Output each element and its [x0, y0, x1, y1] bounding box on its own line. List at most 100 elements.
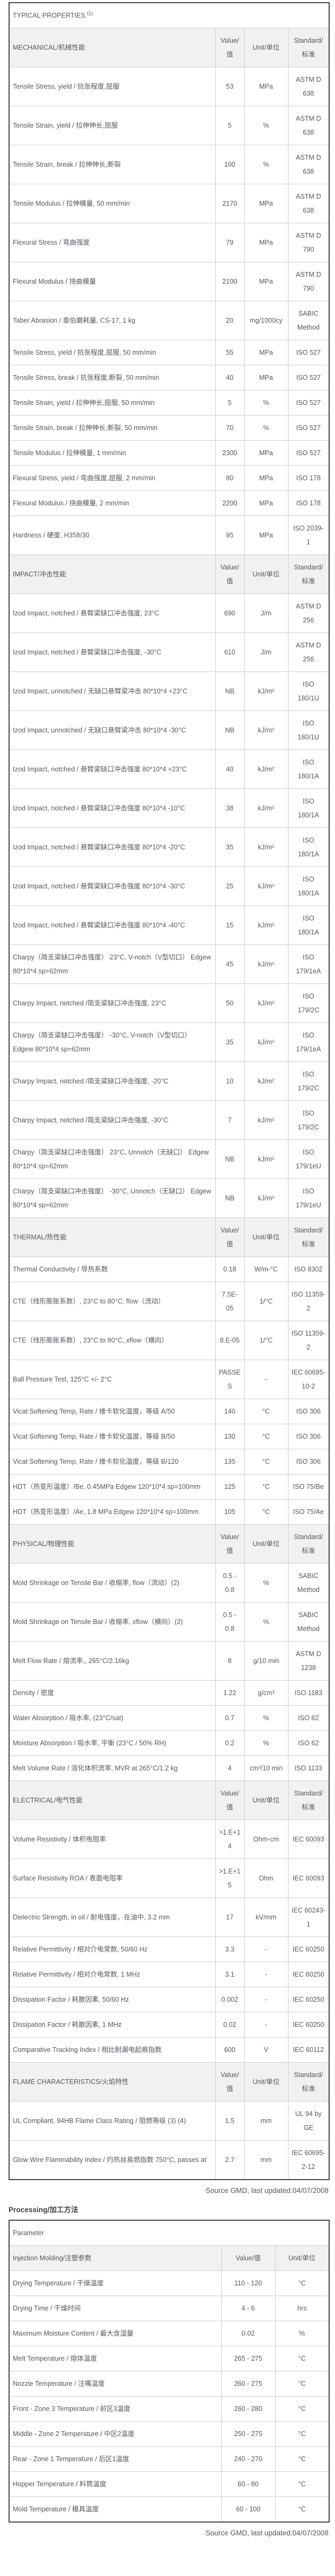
value-cell: 3.1: [215, 1962, 245, 1987]
value-cell: NB: [215, 1139, 245, 1179]
section-header-row: THERMAL/热性能 Value/值 Unit/单位 Standard/标准: [9, 1217, 330, 1257]
value-cell: 0.02: [215, 2012, 245, 2038]
standard-cell: ASTM D 638: [287, 106, 330, 145]
standard-cell: ISO 179/2C: [287, 1100, 330, 1140]
standard-cell: ISO 180/1A: [287, 828, 330, 867]
unit-cell: g/10 min: [244, 1641, 289, 1681]
property-cell: CTE（线形膨胀系数）, 23°C to 80°C, xflow（横向）: [9, 1321, 216, 1360]
unit-cell: kJ/m²: [244, 672, 289, 711]
unit-cell: 1/°C: [244, 1321, 289, 1360]
standard-cell: ASTM D 1238: [287, 1641, 330, 1681]
table-row: Vicat Softening Temp, Rate / 维卡软化温度，等级 B…: [9, 1424, 330, 1449]
standard-cell: ASTM D 638: [287, 184, 330, 223]
unit-cell: %: [244, 145, 289, 184]
processing-subheader-label-cell: Injection Molding/注塑参数: [9, 2245, 222, 2271]
value-cell: NB: [215, 711, 245, 750]
table-row: CTE（线形膨胀系数）, 23°C to 80°C, flow（流动） 7.5E-…: [9, 1282, 330, 1321]
parameter-header-cell: Parameter: [9, 2220, 330, 2246]
standard-cell: ISO 527: [287, 390, 330, 416]
value-header-cell: Value/值: [215, 2062, 245, 2102]
unit-cell: W/m-°C: [244, 1256, 289, 1282]
table-row: Tensile Strain, yield / 拉伸伸长,屈服 5% ASTM D …: [9, 106, 330, 145]
property-cell: Tensile Stress, yield / 抗张程度,屈服, 50 mm/m…: [9, 340, 216, 365]
table-row: Vicat Softening Temp, Rate / 维卡软化温度，等级 A…: [9, 1399, 330, 1424]
section-header-row: IMPACT/冲击性能 Value/值 Unit/单位 Standard/标准: [9, 555, 330, 594]
table-row: Volume Resistivity / 体积电阻率 >1.E+14 Ohm-cm I…: [9, 1820, 330, 1859]
table-row: Tensile Modulus / 拉伸模量, 50 mm/min 2170 MPa…: [9, 184, 330, 223]
standard-cell: IEC 60112: [287, 2037, 330, 2063]
property-cell: Izod Impact, notched / 悬臂梁缺口冲击强度 80*10*4…: [9, 867, 216, 906]
section-name-cell: THERMAL/热性能: [9, 1217, 216, 1257]
value-cell: 8.E-05: [215, 1321, 245, 1360]
standard-cell: ISO 180/1U: [287, 672, 330, 711]
property-cell: Tensile Strain, yield / 拉伸伸长,屈服, 50 mm/m…: [9, 390, 216, 416]
table-row: Izod Impact, notched / 悬臂梁缺口冲击强度 80*10*4…: [9, 867, 330, 906]
unit-cell: °C: [275, 2471, 330, 2497]
section-name-cell: IMPACT/冲击性能: [9, 555, 216, 594]
value-cell: 2100: [215, 262, 245, 301]
value-cell: 1.22: [215, 1680, 245, 1706]
value-cell: 40: [215, 750, 245, 789]
table-row: Dissipation Factor / 耗散因素, 1 MHz 0.02- IEC…: [9, 2012, 330, 2038]
property-cell: Melt Volume Rate / 溶化体积流率, MVR at 265°C/…: [9, 1755, 216, 1781]
standard-cell: ISO 527: [287, 340, 330, 365]
standard-cell: ISO 180/1A: [287, 867, 330, 906]
parameter-cell: Nozzle Temperature / 注嘴温度: [9, 2371, 222, 2397]
processing-row: Drying Time / 干燥时间 4 - 6 hrs: [9, 2296, 330, 2321]
value-header-cell: Value/值: [215, 28, 245, 67]
property-cell: Moisture Absorption / 吸水率, 平衡 (23°C / 50…: [9, 1730, 216, 1756]
parameter-header-row: Parameter: [9, 2220, 330, 2246]
standard-cell: ISO 180/1A: [287, 750, 330, 789]
unit-cell: kJ/m²: [244, 867, 289, 906]
property-cell: Density / 密度: [9, 1680, 216, 1706]
standard-cell: ISO 179/1eU: [287, 1178, 330, 1218]
property-cell: Izod Impact, notched / 悬臂梁缺口冲击强度, -30°C: [9, 633, 216, 672]
unit-cell: kJ/m²: [244, 750, 289, 789]
processing-row: Maximum Moisture Content / 最大含湿量 0.02%: [9, 2321, 330, 2346]
value-cell: 38: [215, 789, 245, 828]
unit-header-cell: Unit/单位: [244, 1524, 289, 1564]
value-cell: 60 - 100: [221, 2496, 276, 2523]
value-header-cell: Value/值: [215, 1781, 245, 1820]
processing-subheader-row: Injection Molding/注塑参数 Value/值 Unit/单位: [9, 2245, 330, 2271]
value-cell: 0.5 - 0.8: [215, 1602, 245, 1642]
standard-cell: IEC 60243-1: [287, 1898, 330, 1937]
unit-cell: kJ/m²: [244, 1139, 289, 1179]
processing-row: Melt Temperature / 熔体温度 265 - 275 °C: [9, 2346, 330, 2371]
property-cell: Izod Impact, notched / 悬臂梁缺口冲击强度, 23°C: [9, 594, 216, 633]
property-cell: Relative Permittivity / 相对介电常数, 50/60 Hz: [9, 1937, 216, 1962]
table-row: Charpy（简支梁缺口冲击强度） 23°C, V-notch（V型切口） Ed…: [9, 944, 330, 984]
standard-cell: ISO 75/Ae: [287, 1499, 330, 1525]
standard-cell: ISO 527: [287, 440, 330, 466]
standard-cell: ISO 180/1U: [287, 711, 330, 750]
property-cell: Izod Impact, unnotched / 无缺口悬臂梁冲击 80*10*…: [9, 672, 216, 711]
source-note: Source GMD, last updated:04/07/2008: [205, 2187, 329, 2195]
value-cell: 600: [215, 2037, 245, 2063]
standard-cell: ISO 306: [287, 1424, 330, 1449]
property-cell: Charpy（简支梁缺口冲击强度） 23°C, Unnotch（无缺口） Edg…: [9, 1139, 216, 1179]
value-cell: 40: [215, 365, 245, 391]
value-cell: 80: [215, 465, 245, 491]
unit-cell: °C: [275, 2446, 330, 2472]
table-row: Mold Shrinkage on Tensile Bar / 收缩率, xfl…: [9, 1602, 330, 1642]
property-cell: Flexural Stress, yield / 弯曲强度,屈服, 2 mm/m…: [9, 465, 216, 491]
value-cell: 2170: [215, 184, 245, 223]
table-row: Tensile Stress, yield / 抗张程度,屈服, 50 mm/m…: [9, 340, 330, 365]
value-cell: >1.E+14: [215, 1820, 245, 1859]
unit-cell: -: [244, 2012, 289, 2038]
unit-cell: kJ/m²: [244, 905, 289, 945]
standard-cell: IEC 60695-10-2: [287, 1360, 330, 1399]
table-row: Izod Impact, unnotched / 无缺口悬臂梁冲击 80*10*…: [9, 711, 330, 750]
unit-cell: MPa: [244, 184, 289, 223]
parameter-cell: Hopper Temperature / 料筒温度: [9, 2471, 222, 2497]
value-cell: 2.7: [215, 2140, 245, 2180]
value-cell: 60 - 80: [221, 2471, 276, 2497]
section-name-cell: ELECTRICAL/电气性能: [9, 1781, 216, 1820]
unit-cell: -: [244, 1987, 289, 2012]
property-cell: Tensile Strain, break / 拉伸伸长,断裂: [9, 145, 216, 184]
property-cell: Comparative Tracking Index / 相比耐漏电起痕指数: [9, 2037, 216, 2063]
table-row: Charpy（简支梁缺口冲击强度） -30°C, Unnotch（无缺口） Ed…: [9, 1178, 330, 1218]
unit-cell: cm³/10 min: [244, 1755, 289, 1781]
unit-cell: g/cm³: [244, 1680, 289, 1706]
